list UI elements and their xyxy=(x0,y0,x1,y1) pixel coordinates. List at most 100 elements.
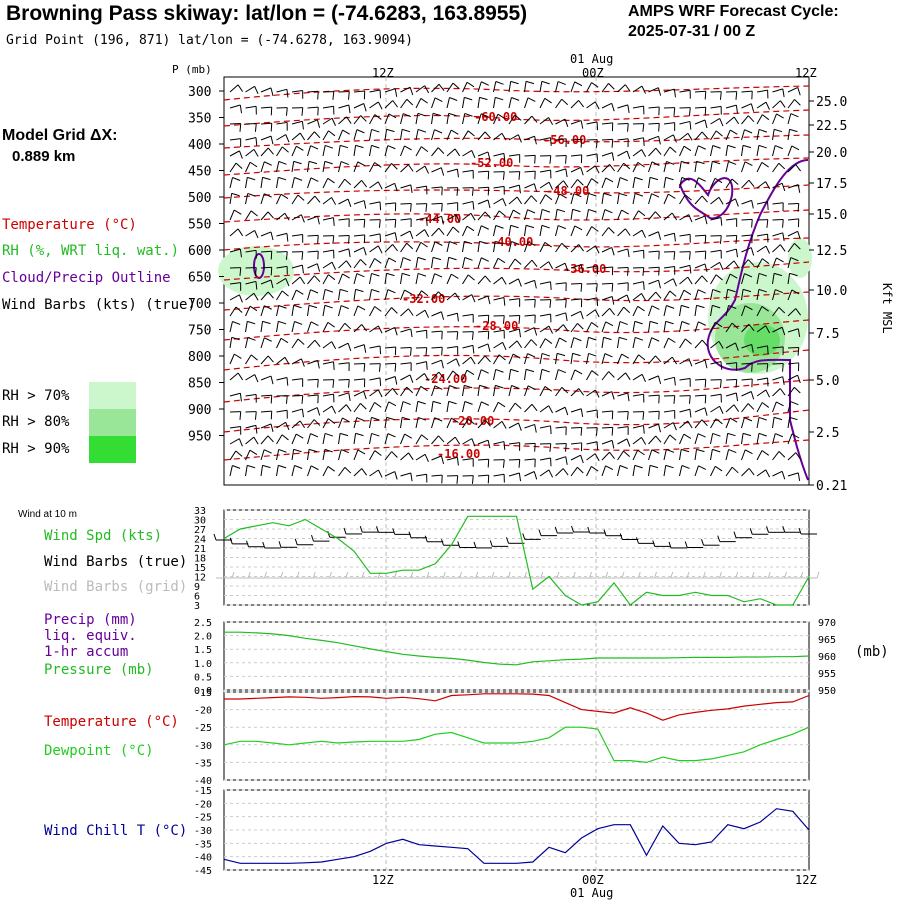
wind-barb-flag xyxy=(797,87,801,96)
wind-barb-true xyxy=(311,534,330,542)
wind-barb-flag xyxy=(255,281,258,290)
wind-barb-shaft xyxy=(570,138,582,141)
wind-barb-flag xyxy=(689,265,692,274)
wind-barb-shaft xyxy=(322,130,329,141)
wind-barb xyxy=(787,328,801,337)
pressure-tick-label: 900 xyxy=(188,403,211,418)
wind-barb-flag xyxy=(471,331,474,340)
wind-barb-flag xyxy=(580,408,584,417)
wind-barb-shaft xyxy=(663,434,671,445)
wind-barb xyxy=(508,134,522,143)
wind-barb xyxy=(508,154,521,163)
wind-barb-flag xyxy=(388,257,397,263)
wind-barb xyxy=(446,417,459,429)
wind-barb-flag xyxy=(712,448,721,453)
wind-barb-shaft xyxy=(369,273,372,285)
wind-barb-shaft xyxy=(787,145,793,157)
wind-barb-shaft xyxy=(787,257,792,269)
wind-barb-flag xyxy=(548,181,553,190)
wind-barb xyxy=(369,416,380,429)
wind-barb-flag xyxy=(728,305,737,309)
wind-barb-flag xyxy=(751,363,753,372)
wind-barb-flag xyxy=(596,441,599,451)
wind-barb-shaft xyxy=(679,233,691,237)
wind-barb-shaft xyxy=(431,113,434,125)
wind-barb-flag xyxy=(578,244,585,252)
wind-barb-flag xyxy=(255,250,257,259)
wind-barb xyxy=(400,374,414,383)
wind-barb-shaft xyxy=(508,422,519,429)
wind-barb-flag xyxy=(371,128,380,133)
wind-barb xyxy=(245,123,257,132)
wind-barb-flag xyxy=(264,305,272,310)
wind-barb-shaft xyxy=(741,433,744,445)
wind-barb xyxy=(756,233,769,243)
wind-barb xyxy=(508,184,521,194)
wind-barb-flag xyxy=(441,347,443,356)
wind-barb-flag xyxy=(302,90,304,99)
wind-barb xyxy=(446,168,459,178)
wind-barb-flag xyxy=(626,411,629,420)
wind-barb-shaft xyxy=(756,145,760,157)
wind-barb xyxy=(710,144,721,157)
wind-barb xyxy=(415,400,426,413)
wind-barb xyxy=(524,314,536,324)
wind-barb xyxy=(322,393,335,403)
wind-barb-flag xyxy=(502,342,507,351)
wind-barb xyxy=(384,145,396,157)
wind-barb-flag xyxy=(457,202,459,211)
wind-barb-shaft xyxy=(539,405,550,413)
wind-barb-shaft xyxy=(276,338,282,349)
wind-barb xyxy=(710,288,721,301)
wind-barb-shaft xyxy=(725,433,729,445)
wind-barb-flag xyxy=(704,379,707,388)
wind-barb-flag xyxy=(293,160,302,165)
wind-barb-shaft xyxy=(756,201,768,205)
wind-barb xyxy=(307,339,321,349)
wind-barb-shaft xyxy=(338,218,350,221)
wind-barb-flag xyxy=(376,526,379,533)
wind-barb-shaft xyxy=(648,106,660,109)
wind-barb xyxy=(555,193,567,205)
wind-barb-flag xyxy=(514,258,522,265)
wind-barb-flag xyxy=(642,267,645,276)
wind-barb-shaft xyxy=(710,130,717,141)
wind-barb-shaft xyxy=(694,161,698,173)
wind-barb-true xyxy=(424,535,444,543)
wind-barb-flag xyxy=(404,433,412,439)
wind-barb-flag xyxy=(765,245,771,254)
wind-barb-shaft xyxy=(276,305,280,317)
wind-barb xyxy=(291,177,303,189)
wind-barb-flag xyxy=(548,469,554,478)
wind-barb-shaft xyxy=(291,321,295,333)
wind-barb-shaft xyxy=(493,276,503,285)
wind-barb xyxy=(772,326,786,336)
wind-barb-shaft xyxy=(663,193,669,205)
wind-barb xyxy=(229,282,242,291)
wind-barb-shaft xyxy=(462,257,466,269)
wind-barb-shaft xyxy=(415,329,427,333)
wind-barb-shaft xyxy=(260,337,265,349)
wind-barb-flag xyxy=(554,526,558,534)
wind-barb xyxy=(477,81,489,93)
wind-barb-flag xyxy=(608,227,615,234)
wind-barb-shaft xyxy=(524,241,529,253)
wind-barb-shaft xyxy=(245,449,251,461)
wind-barb-shaft xyxy=(400,417,403,429)
wind-barb-flag xyxy=(681,321,690,325)
wind-barb xyxy=(725,305,737,317)
wind-barb xyxy=(710,177,723,189)
wind-barb-shaft xyxy=(291,132,301,141)
wind-barb-shaft xyxy=(260,375,272,381)
temperature-line xyxy=(224,693,810,721)
wind-barb xyxy=(772,416,783,429)
wind-barb-shaft xyxy=(276,232,288,237)
wind-barb xyxy=(493,421,507,429)
wind-barbs-grid-label: Wind Barbs (grid) xyxy=(44,579,188,595)
wind-barb xyxy=(384,100,399,109)
wind-barb xyxy=(431,202,443,212)
wind-barb-shaft xyxy=(229,306,237,317)
wind-barb-flag xyxy=(696,448,705,453)
wind-barb-flag xyxy=(731,178,739,185)
wind-barb xyxy=(756,128,768,141)
